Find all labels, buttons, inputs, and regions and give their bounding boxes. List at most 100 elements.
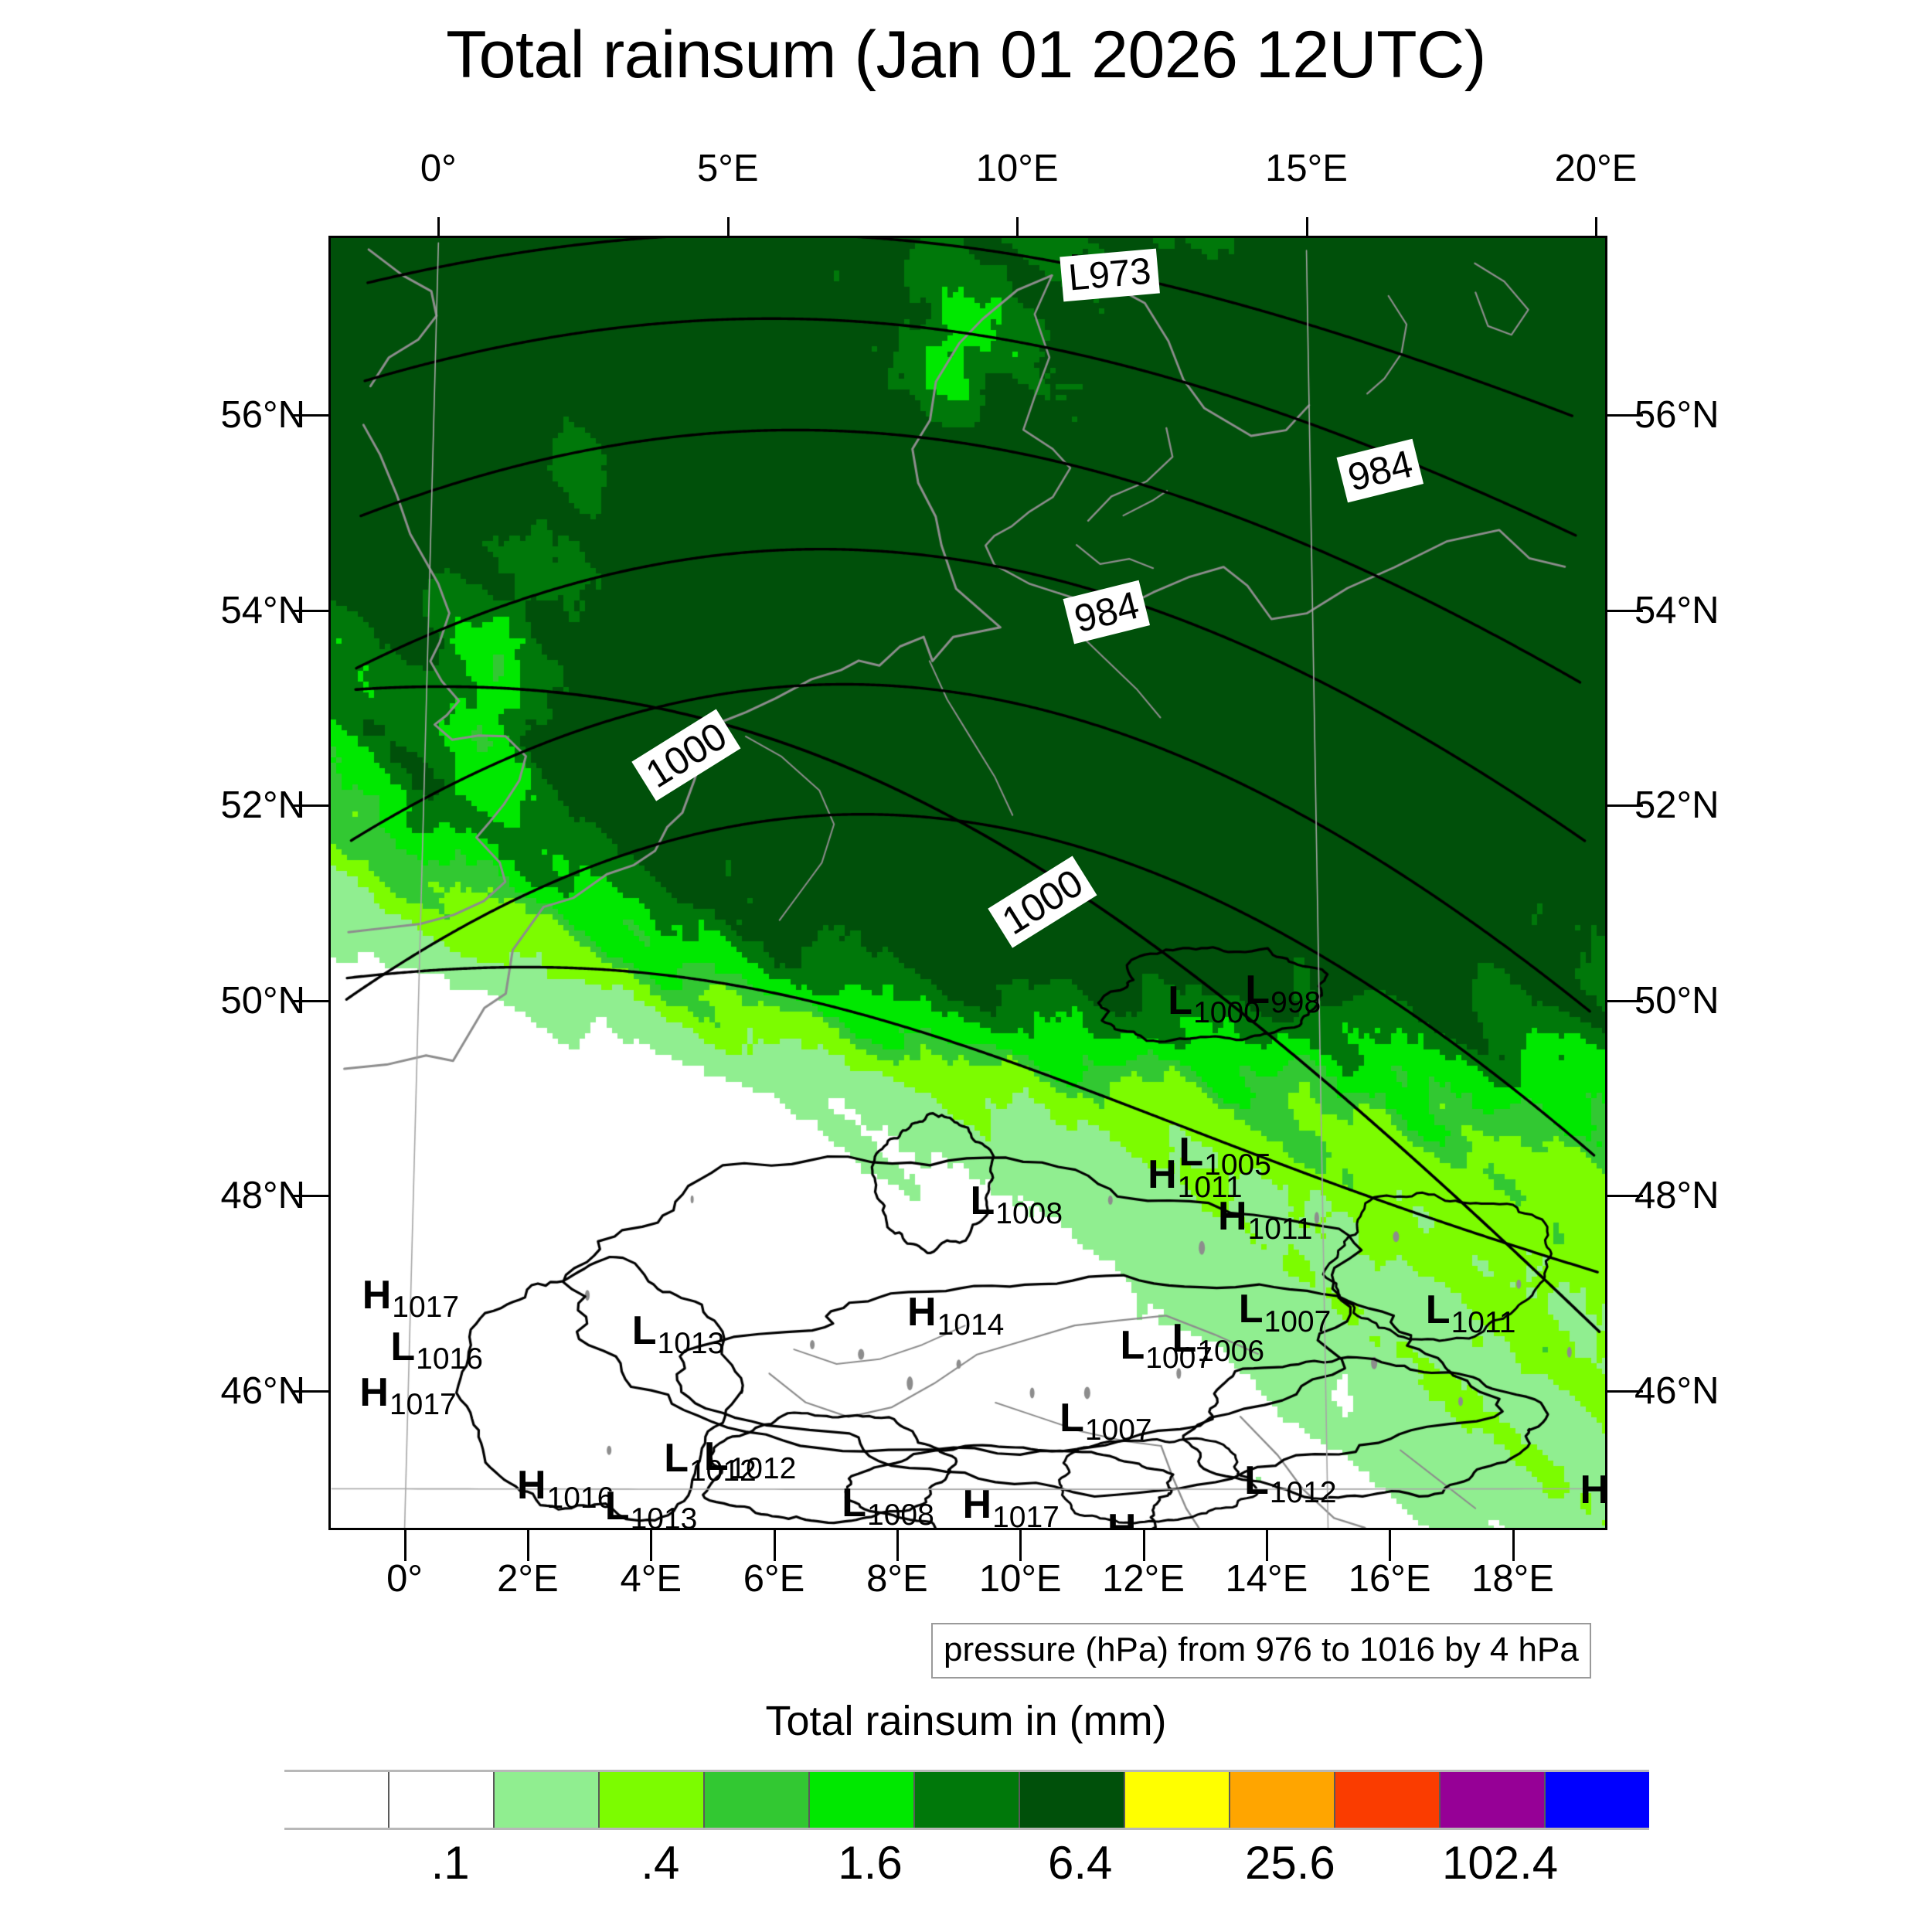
- top-tickmark-0: [437, 217, 440, 236]
- colorbar[interactable]: [284, 1770, 1649, 1830]
- colorbar-swatch-5[interactable]: [810, 1772, 915, 1828]
- bottom-tick-0: 0°: [386, 1558, 423, 1600]
- pressure-center-value: 998: [1270, 986, 1321, 1020]
- pressure-center-letter: H: [1580, 1467, 1607, 1512]
- right-tickmark-4: [1607, 1195, 1643, 1198]
- pressure-center-value: 1007: [1145, 1341, 1213, 1375]
- top-tick-0: 0°: [420, 148, 457, 189]
- pressure-center-value: 1012: [729, 1452, 797, 1486]
- pressure-center-value: 1012: [1269, 1476, 1337, 1510]
- left-tickmark-4: [293, 1195, 328, 1198]
- bottom-tickmark-3: [773, 1530, 776, 1561]
- pressure-center-letter: H: [962, 1482, 992, 1528]
- page-title: Total rainsum (Jan 01 2026 12UTC): [446, 18, 1486, 92]
- left-tickmark-3: [293, 999, 328, 1002]
- pressure-center-letter: L: [1179, 1130, 1204, 1175]
- right-tick-0: 56°N: [1634, 394, 1719, 437]
- pressure-center-value: 1006: [1197, 1334, 1265, 1368]
- top-tickmark-1: [726, 217, 730, 236]
- left-tick-5: 46°N: [220, 1370, 305, 1412]
- pressure-contour-note: pressure (hPa) from 976 to 1016 by 4 hPa: [931, 1623, 1591, 1679]
- colorbar-tick-1: .4: [641, 1837, 680, 1889]
- bottom-tick-5: 10°E: [978, 1558, 1062, 1600]
- colorbar-swatch-2[interactable]: [495, 1772, 600, 1828]
- pressure-center-l-21: L1013: [604, 1484, 698, 1530]
- right-tick-4: 48°N: [1634, 1175, 1719, 1217]
- weather-map[interactable]: L973L1000L998L1005H1011H1011L1008H1017L1…: [328, 236, 1607, 1530]
- pressure-center-value: 1011: [1177, 1170, 1243, 1204]
- colorbar-swatch-4[interactable]: [705, 1772, 810, 1828]
- colorbar-tick-4: 25.6: [1245, 1837, 1335, 1889]
- pressure-center-letter: L: [390, 1324, 416, 1369]
- pressure-center-value: 1000: [1193, 996, 1260, 1030]
- right-tickmark-5: [1607, 1390, 1643, 1393]
- left-tickmark-0: [293, 414, 328, 417]
- pressure-center-value: 1016: [546, 1481, 614, 1515]
- left-tickmark-5: [293, 1390, 328, 1393]
- pressure-center-value: 1013: [630, 1502, 698, 1530]
- pressure-center-h-5: H1011: [1218, 1196, 1312, 1244]
- colorbar-swatch-8[interactable]: [1125, 1772, 1230, 1828]
- colorbar-swatch-1[interactable]: [389, 1772, 495, 1828]
- pressure-center-letter: L: [1120, 1323, 1145, 1369]
- bottom-tickmark-7: [1265, 1530, 1268, 1561]
- pressure-center-l-14: L1007: [1239, 1289, 1332, 1337]
- pressure-center-letter: H: [907, 1289, 937, 1335]
- colorbar-tick-0: .1: [430, 1837, 470, 1889]
- bottom-tick-2: 4°E: [620, 1558, 682, 1600]
- pressure-center-letter: L: [664, 1436, 689, 1481]
- right-tick-1: 54°N: [1634, 589, 1719, 631]
- pressure-center-letter: H: [362, 1272, 392, 1318]
- pressure-center-value: 1008: [995, 1197, 1063, 1231]
- pressure-center-letter: L: [703, 1434, 729, 1479]
- pressure-center-l-22: L1008: [842, 1480, 934, 1528]
- pressure-center-h-23: H1017: [962, 1482, 1060, 1528]
- pressure-center-l-15: L1011: [1426, 1290, 1516, 1338]
- pressure-center-letter: H: [1148, 1152, 1177, 1198]
- right-tickmark-0: [1607, 414, 1643, 417]
- bottom-tick-7: 14°E: [1225, 1558, 1308, 1600]
- left-tick-4: 48°N: [220, 1175, 305, 1217]
- bottom-tick-9: 18°E: [1471, 1558, 1554, 1600]
- top-tickmark-2: [1016, 217, 1019, 236]
- pressure-center-l-10: L1013: [632, 1311, 725, 1359]
- bottom-tickmark-2: [650, 1530, 653, 1561]
- colorbar-swatch-3[interactable]: [600, 1772, 705, 1828]
- pressure-center-letter: L: [842, 1480, 867, 1526]
- pressure-center-l-1: L1000: [1168, 981, 1260, 1029]
- colorbar-swatch-9[interactable]: [1230, 1772, 1335, 1828]
- pressure-center-letter: H: [516, 1462, 546, 1508]
- colorbar-swatch-7[interactable]: [1020, 1772, 1125, 1828]
- pressure-center-value: 1011: [1247, 1213, 1313, 1247]
- bottom-tickmark-4: [896, 1530, 899, 1561]
- top-tickmark-4: [1594, 217, 1597, 236]
- left-tickmark-1: [293, 609, 328, 612]
- left-tick-2: 52°N: [220, 784, 305, 827]
- colorbar-swatch-6[interactable]: [915, 1772, 1020, 1828]
- pressure-center-letter: L: [1425, 1287, 1451, 1333]
- pressure-center-letter: L: [604, 1484, 630, 1529]
- pressure-center-h-4: H1011: [1148, 1155, 1242, 1202]
- colorbar-swatch-12[interactable]: [1546, 1772, 1649, 1828]
- pressure-center-l-3: L1005: [1179, 1132, 1271, 1180]
- colorbar-title: Total rainsum in (mm): [765, 1698, 1167, 1744]
- left-tick-1: 54°N: [220, 589, 305, 631]
- left-tick-0: 56°N: [220, 394, 305, 437]
- pressure-center-letter: L: [970, 1179, 995, 1224]
- pressure-center-letter: H: [1217, 1194, 1247, 1240]
- pressure-center-value: 1014: [937, 1308, 1005, 1342]
- bottom-tick-8: 16°E: [1348, 1558, 1431, 1600]
- pressure-center-l-16: L1007: [1060, 1398, 1152, 1446]
- bottom-tickmark-6: [1142, 1530, 1145, 1561]
- colorbar-swatch-0[interactable]: [284, 1772, 389, 1828]
- pressure-center-value: 1012: [1137, 1525, 1204, 1528]
- pressure-center-value: 1017: [389, 1388, 457, 1422]
- colorbar-swatch-11[interactable]: [1440, 1772, 1546, 1828]
- pressure-center-h-25: H1012: [1107, 1509, 1204, 1528]
- bottom-tickmark-0: [403, 1530, 406, 1561]
- right-tick-5: 46°N: [1634, 1370, 1719, 1412]
- pressure-center-l-18: L1012: [704, 1437, 797, 1485]
- right-tickmark-1: [1607, 609, 1643, 612]
- pressure-center-letter: L: [1244, 1458, 1269, 1503]
- colorbar-swatch-10[interactable]: [1335, 1772, 1440, 1828]
